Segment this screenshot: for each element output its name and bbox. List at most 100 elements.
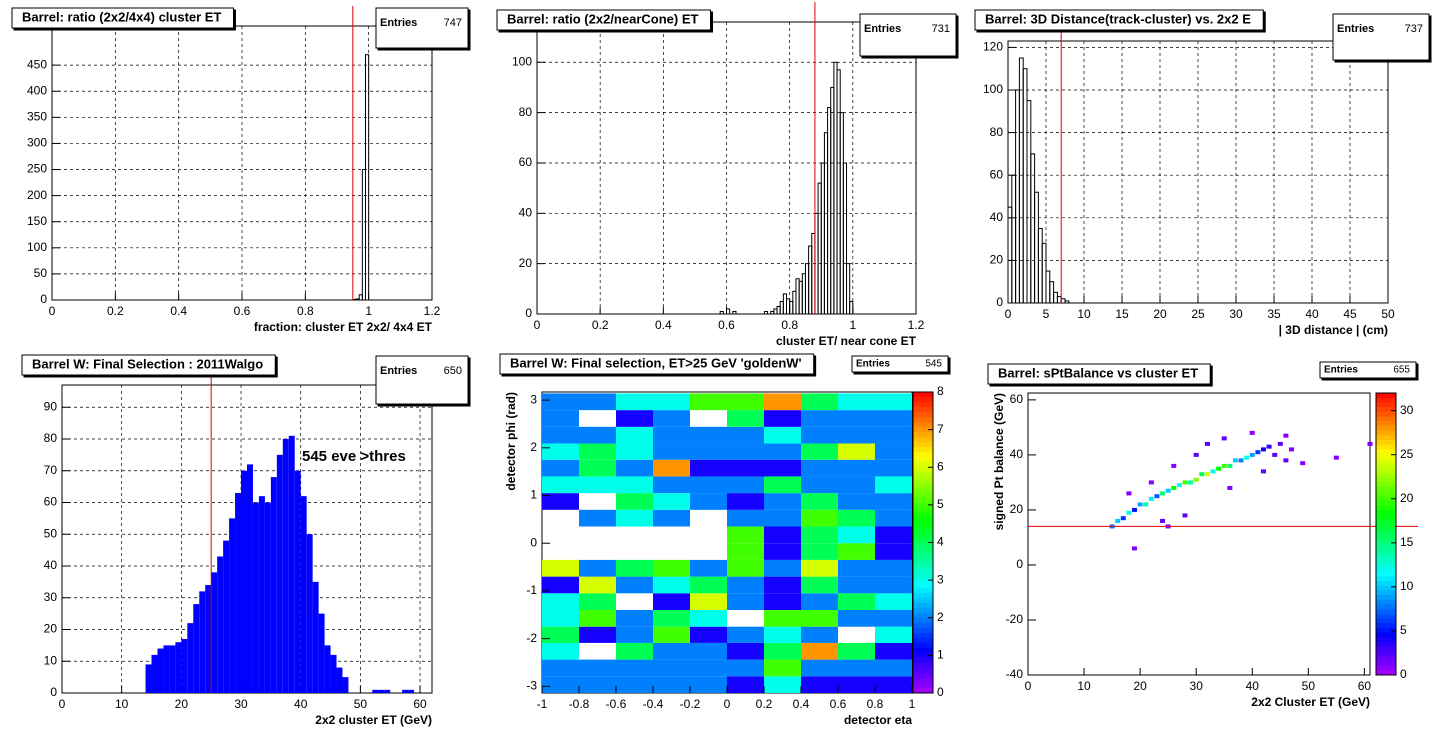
heat-cell bbox=[801, 443, 838, 460]
y-tick-label: 20 bbox=[990, 253, 1004, 267]
y-axis-label: signed Pt balance (GeV) bbox=[992, 393, 1006, 530]
color-scale bbox=[913, 512, 933, 518]
heat-cell bbox=[542, 493, 579, 510]
hist-bar bbox=[181, 639, 188, 693]
heat-cell bbox=[764, 543, 801, 560]
heat-cell bbox=[727, 493, 764, 510]
scatter-cell bbox=[1132, 507, 1138, 512]
x-axis-label: detector eta bbox=[844, 713, 912, 727]
color-scale bbox=[913, 582, 933, 589]
heat-cell bbox=[875, 626, 912, 643]
hist-bar bbox=[205, 585, 212, 693]
scatter-cell bbox=[1289, 447, 1295, 452]
heat-cell bbox=[801, 526, 838, 544]
heat-cell bbox=[690, 426, 727, 444]
stats-label: Entries bbox=[380, 365, 417, 377]
color-scale bbox=[913, 577, 933, 584]
color-scale bbox=[913, 632, 933, 639]
x-axis-label: | 3D distance | (cm) bbox=[1279, 323, 1388, 337]
hist-bar bbox=[258, 496, 265, 693]
scatter-cell bbox=[1283, 433, 1289, 438]
scatter-cell bbox=[1115, 518, 1121, 523]
color-scale bbox=[1376, 421, 1396, 427]
y-tick-label: 60 bbox=[990, 167, 1004, 181]
heat-cell bbox=[875, 493, 912, 510]
heat-cell bbox=[542, 410, 579, 427]
x-tick-label: -0.8 bbox=[569, 697, 590, 711]
color-scale bbox=[913, 427, 933, 433]
heat-cell bbox=[542, 559, 579, 577]
hist-bar bbox=[719, 310, 724, 315]
heat-cell bbox=[616, 393, 653, 411]
x-tick-label: 0.8 bbox=[867, 697, 884, 711]
x-axis-label: 2x2 cluster ET (GeV) bbox=[315, 713, 432, 727]
y-tick-label: 40 bbox=[1010, 447, 1024, 461]
x-tick-label: 30 bbox=[1190, 679, 1204, 693]
scatter-cell bbox=[1137, 502, 1143, 507]
title-box bbox=[11, 7, 234, 29]
scatter-cell bbox=[1148, 496, 1154, 501]
heat-cell bbox=[838, 642, 875, 660]
chart-title: Barrel W: Final selection, ET>25 GeV 'go… bbox=[510, 355, 802, 370]
heat-cell bbox=[727, 426, 764, 444]
heat-cell bbox=[838, 526, 875, 544]
heat-cell bbox=[875, 659, 912, 677]
y-tick-label: 50 bbox=[34, 266, 48, 280]
x-tick-label: 10 bbox=[1077, 307, 1091, 321]
scatter-cell bbox=[1120, 516, 1126, 521]
x-tick-label: 60 bbox=[1358, 679, 1372, 693]
hist-bar bbox=[276, 454, 283, 693]
y-tick-label: 20 bbox=[519, 256, 533, 270]
heat-cell bbox=[801, 509, 838, 527]
hist-bar bbox=[199, 591, 206, 693]
title-box bbox=[987, 363, 1211, 385]
y-tick-label: 80 bbox=[44, 431, 58, 445]
x-tick-label: 0.4 bbox=[655, 318, 672, 332]
heat-cell bbox=[653, 426, 690, 444]
hist-bar bbox=[842, 162, 848, 315]
z-tick-label: 30 bbox=[1400, 403, 1414, 417]
color-scale bbox=[1376, 562, 1396, 568]
x-tick-label: 0.6 bbox=[718, 318, 735, 332]
x-tick-label: 10 bbox=[1077, 679, 1091, 693]
y-tick-label: 350 bbox=[27, 110, 47, 124]
scatter-cell bbox=[1249, 452, 1255, 457]
x-tick-label: 0.8 bbox=[781, 318, 798, 332]
x-tick-label: 1.2 bbox=[908, 318, 925, 332]
hist-bar bbox=[175, 642, 182, 693]
y-tick-label: 100 bbox=[983, 82, 1003, 96]
heat-cell bbox=[727, 476, 764, 494]
heat-cell bbox=[838, 609, 875, 627]
heat-cell bbox=[764, 443, 801, 460]
heat-cell bbox=[764, 609, 801, 627]
heat-cell bbox=[727, 543, 764, 560]
hist-bar bbox=[300, 496, 307, 693]
stats-value: 737 bbox=[1405, 23, 1423, 35]
color-scale bbox=[913, 687, 933, 694]
color-scale bbox=[913, 437, 933, 443]
x-tick-label: 30 bbox=[1229, 307, 1243, 321]
x-tick-label: 1.2 bbox=[424, 304, 441, 318]
hist-bar bbox=[306, 534, 313, 693]
color-scale bbox=[913, 392, 933, 398]
hist-bar bbox=[252, 502, 259, 693]
heat-cell bbox=[727, 459, 764, 477]
color-scale bbox=[913, 477, 933, 483]
hist-bar bbox=[342, 677, 349, 693]
scatter-cell bbox=[1165, 488, 1171, 493]
y-tick-label: 0 bbox=[530, 535, 537, 549]
heat-cell bbox=[690, 659, 727, 677]
x-axis-label: fraction: cluster ET 2x2/ 4x4 ET bbox=[254, 320, 433, 334]
heat-cell bbox=[875, 476, 912, 494]
color-scale bbox=[913, 507, 933, 513]
x-tick-label: 20 bbox=[175, 697, 189, 711]
y-tick-label: 0 bbox=[996, 295, 1003, 309]
heat-cell bbox=[875, 543, 912, 560]
y-tick-label: 80 bbox=[990, 125, 1004, 139]
color-scale bbox=[1376, 581, 1396, 587]
color-scale bbox=[1376, 670, 1396, 676]
heat-cell bbox=[579, 393, 616, 411]
heat-cell bbox=[616, 459, 653, 477]
y-tick-label: 400 bbox=[27, 83, 47, 97]
x-tick-label: 0.2 bbox=[592, 318, 609, 332]
